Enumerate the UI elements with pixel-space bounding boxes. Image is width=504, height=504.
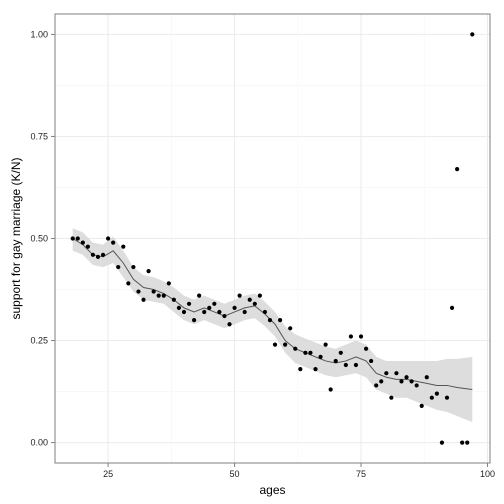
data-point — [419, 403, 424, 408]
y-tick-label: 0.00 — [30, 438, 48, 448]
data-point — [242, 309, 247, 315]
data-point — [414, 383, 419, 388]
confidence-ribbon — [72, 228, 473, 423]
data-point — [262, 309, 268, 315]
data-point — [439, 440, 445, 445]
data-point — [126, 281, 131, 286]
data-point — [444, 395, 450, 400]
data-point — [181, 309, 187, 315]
data-point — [70, 236, 75, 241]
data-point — [85, 244, 90, 249]
data-point — [465, 440, 470, 445]
data-point — [106, 236, 111, 241]
x-tick-label: 50 — [230, 469, 240, 479]
data-point — [318, 354, 323, 359]
data-point — [389, 395, 394, 400]
data-point — [111, 240, 116, 245]
x-tick-label: 25 — [103, 469, 113, 479]
data-point — [374, 383, 379, 388]
data-point — [424, 375, 429, 380]
data-point — [171, 297, 176, 302]
data-point — [217, 309, 222, 315]
data-point — [353, 362, 359, 368]
data-point — [90, 252, 96, 257]
data-point — [429, 395, 434, 400]
data-point — [404, 375, 409, 380]
data-point — [272, 342, 278, 347]
data-point — [116, 264, 121, 270]
data-point — [369, 358, 374, 364]
data-point — [363, 346, 369, 351]
data-point — [207, 305, 212, 310]
data-point — [409, 379, 414, 384]
data-point — [197, 293, 202, 298]
data-point — [232, 305, 237, 310]
data-point — [343, 362, 348, 368]
data-point — [161, 293, 166, 298]
grid-lines — [55, 14, 490, 463]
x-axis-ticks: 25 50 75 100 — [103, 463, 495, 479]
data-point — [470, 32, 475, 37]
data-point — [460, 440, 465, 445]
data-point — [176, 305, 182, 310]
data-point — [288, 326, 293, 331]
data-point — [308, 350, 313, 355]
x-tick-label: 75 — [356, 469, 366, 479]
data-point — [267, 318, 273, 323]
data-points — [70, 32, 475, 445]
data-point — [333, 358, 338, 364]
data-point — [166, 281, 171, 286]
data-point — [257, 293, 262, 298]
data-point — [237, 293, 242, 298]
y-axis-ticks: 0.00 0.25 0.50 0.75 1.00 — [30, 29, 55, 448]
data-point — [303, 350, 308, 355]
data-point — [455, 167, 460, 172]
data-point — [434, 391, 439, 396]
data-point — [348, 334, 354, 339]
data-point — [121, 244, 126, 249]
data-point — [202, 309, 207, 315]
data-point — [146, 269, 151, 274]
data-point — [222, 313, 227, 319]
data-point — [298, 367, 303, 372]
data-point — [141, 297, 146, 302]
data-point — [186, 301, 192, 306]
x-axis-title: ages — [259, 483, 285, 497]
y-axis-title: support for gay marriage (K/N) — [9, 157, 23, 319]
data-point — [449, 305, 455, 310]
data-point — [227, 322, 232, 327]
data-point — [283, 342, 288, 347]
data-point — [151, 289, 156, 294]
y-tick-label: 0.50 — [30, 234, 48, 244]
y-tick-label: 0.75 — [30, 131, 48, 141]
data-point — [394, 371, 399, 376]
y-tick-label: 1.00 — [30, 29, 48, 39]
data-point — [277, 318, 283, 323]
data-point — [323, 342, 328, 347]
y-tick-label: 0.25 — [30, 336, 48, 346]
data-point — [379, 379, 384, 384]
data-point — [75, 236, 80, 241]
data-point — [95, 254, 101, 259]
confidence-band — [72, 228, 473, 423]
data-point — [313, 367, 318, 372]
data-point — [338, 350, 343, 355]
data-point — [80, 240, 85, 245]
data-point — [328, 387, 333, 392]
data-point — [100, 252, 106, 257]
data-point — [131, 264, 136, 270]
data-point — [252, 301, 257, 306]
data-point — [191, 318, 197, 323]
data-point — [212, 301, 217, 306]
data-point — [384, 371, 389, 376]
data-point — [399, 379, 404, 384]
data-point — [136, 289, 141, 294]
data-point — [247, 297, 252, 302]
data-point — [358, 334, 364, 339]
data-point — [293, 346, 298, 351]
x-tick-label: 100 — [480, 469, 495, 479]
data-point — [156, 293, 161, 298]
